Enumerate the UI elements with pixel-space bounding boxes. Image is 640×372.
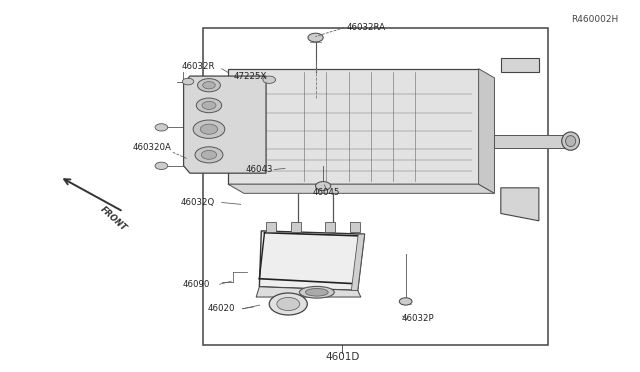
Text: 46032Q: 46032Q — [180, 198, 214, 207]
Polygon shape — [479, 69, 495, 193]
Ellipse shape — [566, 136, 576, 147]
Text: 46032R: 46032R — [181, 62, 215, 71]
Bar — [324, 222, 335, 232]
Text: 46020: 46020 — [208, 304, 236, 313]
Text: FRONT: FRONT — [99, 205, 129, 233]
Polygon shape — [259, 231, 365, 291]
Text: 46032RA: 46032RA — [346, 23, 385, 32]
Polygon shape — [228, 184, 495, 193]
Circle shape — [202, 101, 216, 109]
Circle shape — [155, 162, 168, 170]
Circle shape — [200, 124, 218, 134]
Circle shape — [196, 98, 221, 113]
Ellipse shape — [562, 132, 579, 150]
Text: R460002H: R460002H — [571, 15, 618, 24]
Circle shape — [277, 297, 300, 311]
Polygon shape — [184, 76, 266, 173]
Ellipse shape — [305, 288, 328, 296]
Text: 46045: 46045 — [312, 188, 340, 197]
Polygon shape — [501, 58, 539, 73]
Circle shape — [263, 76, 276, 83]
Circle shape — [202, 150, 217, 159]
Polygon shape — [351, 234, 365, 291]
Text: 4601D: 4601D — [325, 353, 360, 362]
Polygon shape — [228, 69, 479, 184]
Polygon shape — [501, 188, 539, 221]
Bar — [495, 135, 574, 148]
Circle shape — [182, 78, 194, 85]
Bar — [266, 222, 276, 232]
Ellipse shape — [300, 286, 334, 298]
Circle shape — [193, 120, 225, 138]
Circle shape — [308, 33, 323, 42]
Text: 46090: 46090 — [182, 280, 210, 289]
Circle shape — [269, 293, 307, 315]
Text: 46043: 46043 — [246, 165, 273, 174]
Circle shape — [155, 124, 168, 131]
Circle shape — [203, 81, 215, 89]
Polygon shape — [256, 287, 361, 297]
Circle shape — [399, 298, 412, 305]
Text: 46032P: 46032P — [402, 314, 435, 323]
Circle shape — [316, 182, 331, 190]
Text: 460320A: 460320A — [132, 143, 172, 152]
Bar — [203, 28, 548, 346]
Bar — [291, 222, 301, 232]
Bar — [350, 222, 360, 232]
Circle shape — [198, 78, 220, 92]
Circle shape — [195, 147, 223, 163]
Text: 47225X: 47225X — [234, 71, 267, 81]
